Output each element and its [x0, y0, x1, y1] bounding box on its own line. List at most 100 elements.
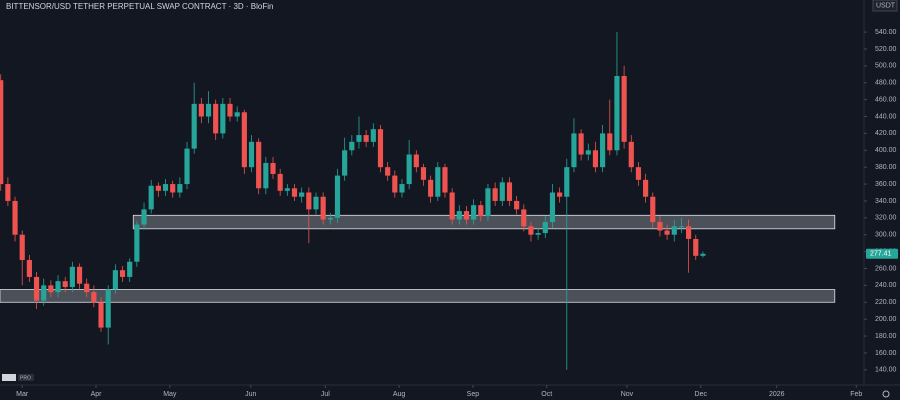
support-zone — [132, 214, 836, 230]
candle-body — [607, 133, 613, 151]
candle-body — [420, 167, 427, 180]
candle-body — [284, 188, 290, 191]
y-tick-label: 420.00 — [875, 130, 897, 137]
candle-body — [213, 103, 219, 134]
candle-body — [385, 167, 391, 176]
candle-body — [514, 200, 520, 210]
candle-body — [299, 192, 305, 197]
candle-body — [499, 182, 505, 201]
candle-body — [635, 167, 642, 180]
candle-body — [592, 150, 599, 168]
candle-body — [664, 230, 670, 235]
x-tick-label: 2026 — [769, 391, 785, 398]
candle-body — [564, 167, 570, 197]
candle-body — [535, 233, 541, 235]
x-tick-label: May — [163, 391, 177, 398]
logo-badge — [18, 374, 34, 381]
chart-title: BITTENSOR/USD TETHER PERPETUAL SWAP CONT… — [6, 2, 273, 11]
candle-body — [19, 234, 25, 261]
currency-label[interactable]: USDT — [876, 2, 896, 9]
candle-body — [119, 270, 126, 277]
candle-body — [263, 162, 269, 189]
candle-body — [657, 222, 663, 231]
candle-body — [12, 200, 18, 235]
candle-body — [162, 184, 169, 191]
y-tick-label: 380.00 — [875, 164, 897, 171]
candle-body — [148, 185, 154, 210]
x-tick-label: Dec — [695, 391, 708, 398]
candle-body — [442, 167, 448, 193]
y-tick-label: 440.00 — [875, 113, 897, 120]
y-tick-label: 140.00 — [875, 367, 897, 374]
candle-body — [478, 205, 484, 217]
candle-body — [392, 175, 398, 193]
logo: PRO — [2, 374, 34, 381]
x-tick-label: Nov — [621, 391, 634, 398]
x-tick-label: Sep — [467, 391, 480, 398]
candle-body — [542, 222, 548, 234]
y-tick-label: 180.00 — [875, 333, 897, 340]
last-price-box — [866, 248, 898, 259]
x-tick-label: Feb — [850, 391, 862, 398]
candle-body — [456, 211, 462, 220]
y-tick-label: 400.00 — [875, 147, 897, 154]
y-tick-label: 240.00 — [875, 282, 897, 289]
candle-body — [334, 175, 341, 218]
candle-body — [33, 276, 40, 301]
candle-body — [91, 292, 97, 303]
candle-body — [342, 150, 348, 176]
y-tick-label: 480.00 — [875, 80, 897, 87]
candle-body — [234, 112, 240, 117]
candle-body — [0, 80, 4, 185]
candle-body — [155, 185, 161, 191]
x-tick-label: Jul — [321, 391, 330, 398]
candle-body — [277, 173, 283, 191]
candle-body — [48, 285, 54, 293]
candle-body — [671, 226, 677, 235]
settings-icon[interactable] — [882, 390, 890, 398]
candle-body — [270, 162, 276, 174]
y-tick-label: 540.00 — [875, 29, 897, 36]
candle-body — [413, 154, 419, 168]
x-tick-label: Jun — [245, 391, 256, 398]
candle-body — [700, 253, 706, 256]
logo-badge-text: PRO — [20, 375, 31, 381]
candle-body — [628, 141, 634, 168]
currency-box[interactable] — [872, 0, 898, 12]
y-tick-label: 200.00 — [875, 316, 897, 323]
candle-body — [585, 150, 591, 155]
x-tick-label: Oct — [541, 391, 552, 398]
candle-body — [5, 184, 11, 201]
candle-body — [521, 209, 527, 227]
candle-body — [112, 270, 118, 290]
plot: 140.00 160.00 180.00 200.00 220.00 240.00 260.… — [0, 29, 898, 398]
candle-body — [399, 184, 405, 193]
candle-body — [105, 289, 111, 328]
candle-body — [134, 224, 140, 262]
x-tick-label: Aug — [393, 391, 406, 398]
candle-body — [578, 133, 584, 155]
candle-body — [435, 167, 441, 197]
x-tick-label: Apr — [91, 391, 103, 398]
y-tick-label: 500.00 — [875, 63, 897, 70]
candle-body — [84, 283, 90, 293]
candle-body — [678, 226, 685, 228]
candle-body — [141, 209, 147, 225]
candle-body — [184, 148, 190, 185]
candle-body — [41, 285, 47, 301]
y-tick-label: 300.00 — [875, 232, 897, 239]
y-tick-label: 320.00 — [875, 215, 897, 222]
support-zone — [0, 289, 836, 303]
candle-body — [291, 188, 298, 197]
y-tick-label: 460.00 — [875, 96, 897, 103]
candle-body — [485, 188, 491, 217]
candle-body — [557, 192, 563, 197]
candle-body — [256, 141, 262, 189]
last-price-label: 277.41 — [870, 251, 892, 258]
candle-body — [191, 103, 197, 149]
candle-body — [471, 205, 477, 220]
y-tick-label: 220.00 — [875, 299, 897, 306]
candle-body — [370, 129, 376, 142]
candle-body — [528, 226, 534, 235]
